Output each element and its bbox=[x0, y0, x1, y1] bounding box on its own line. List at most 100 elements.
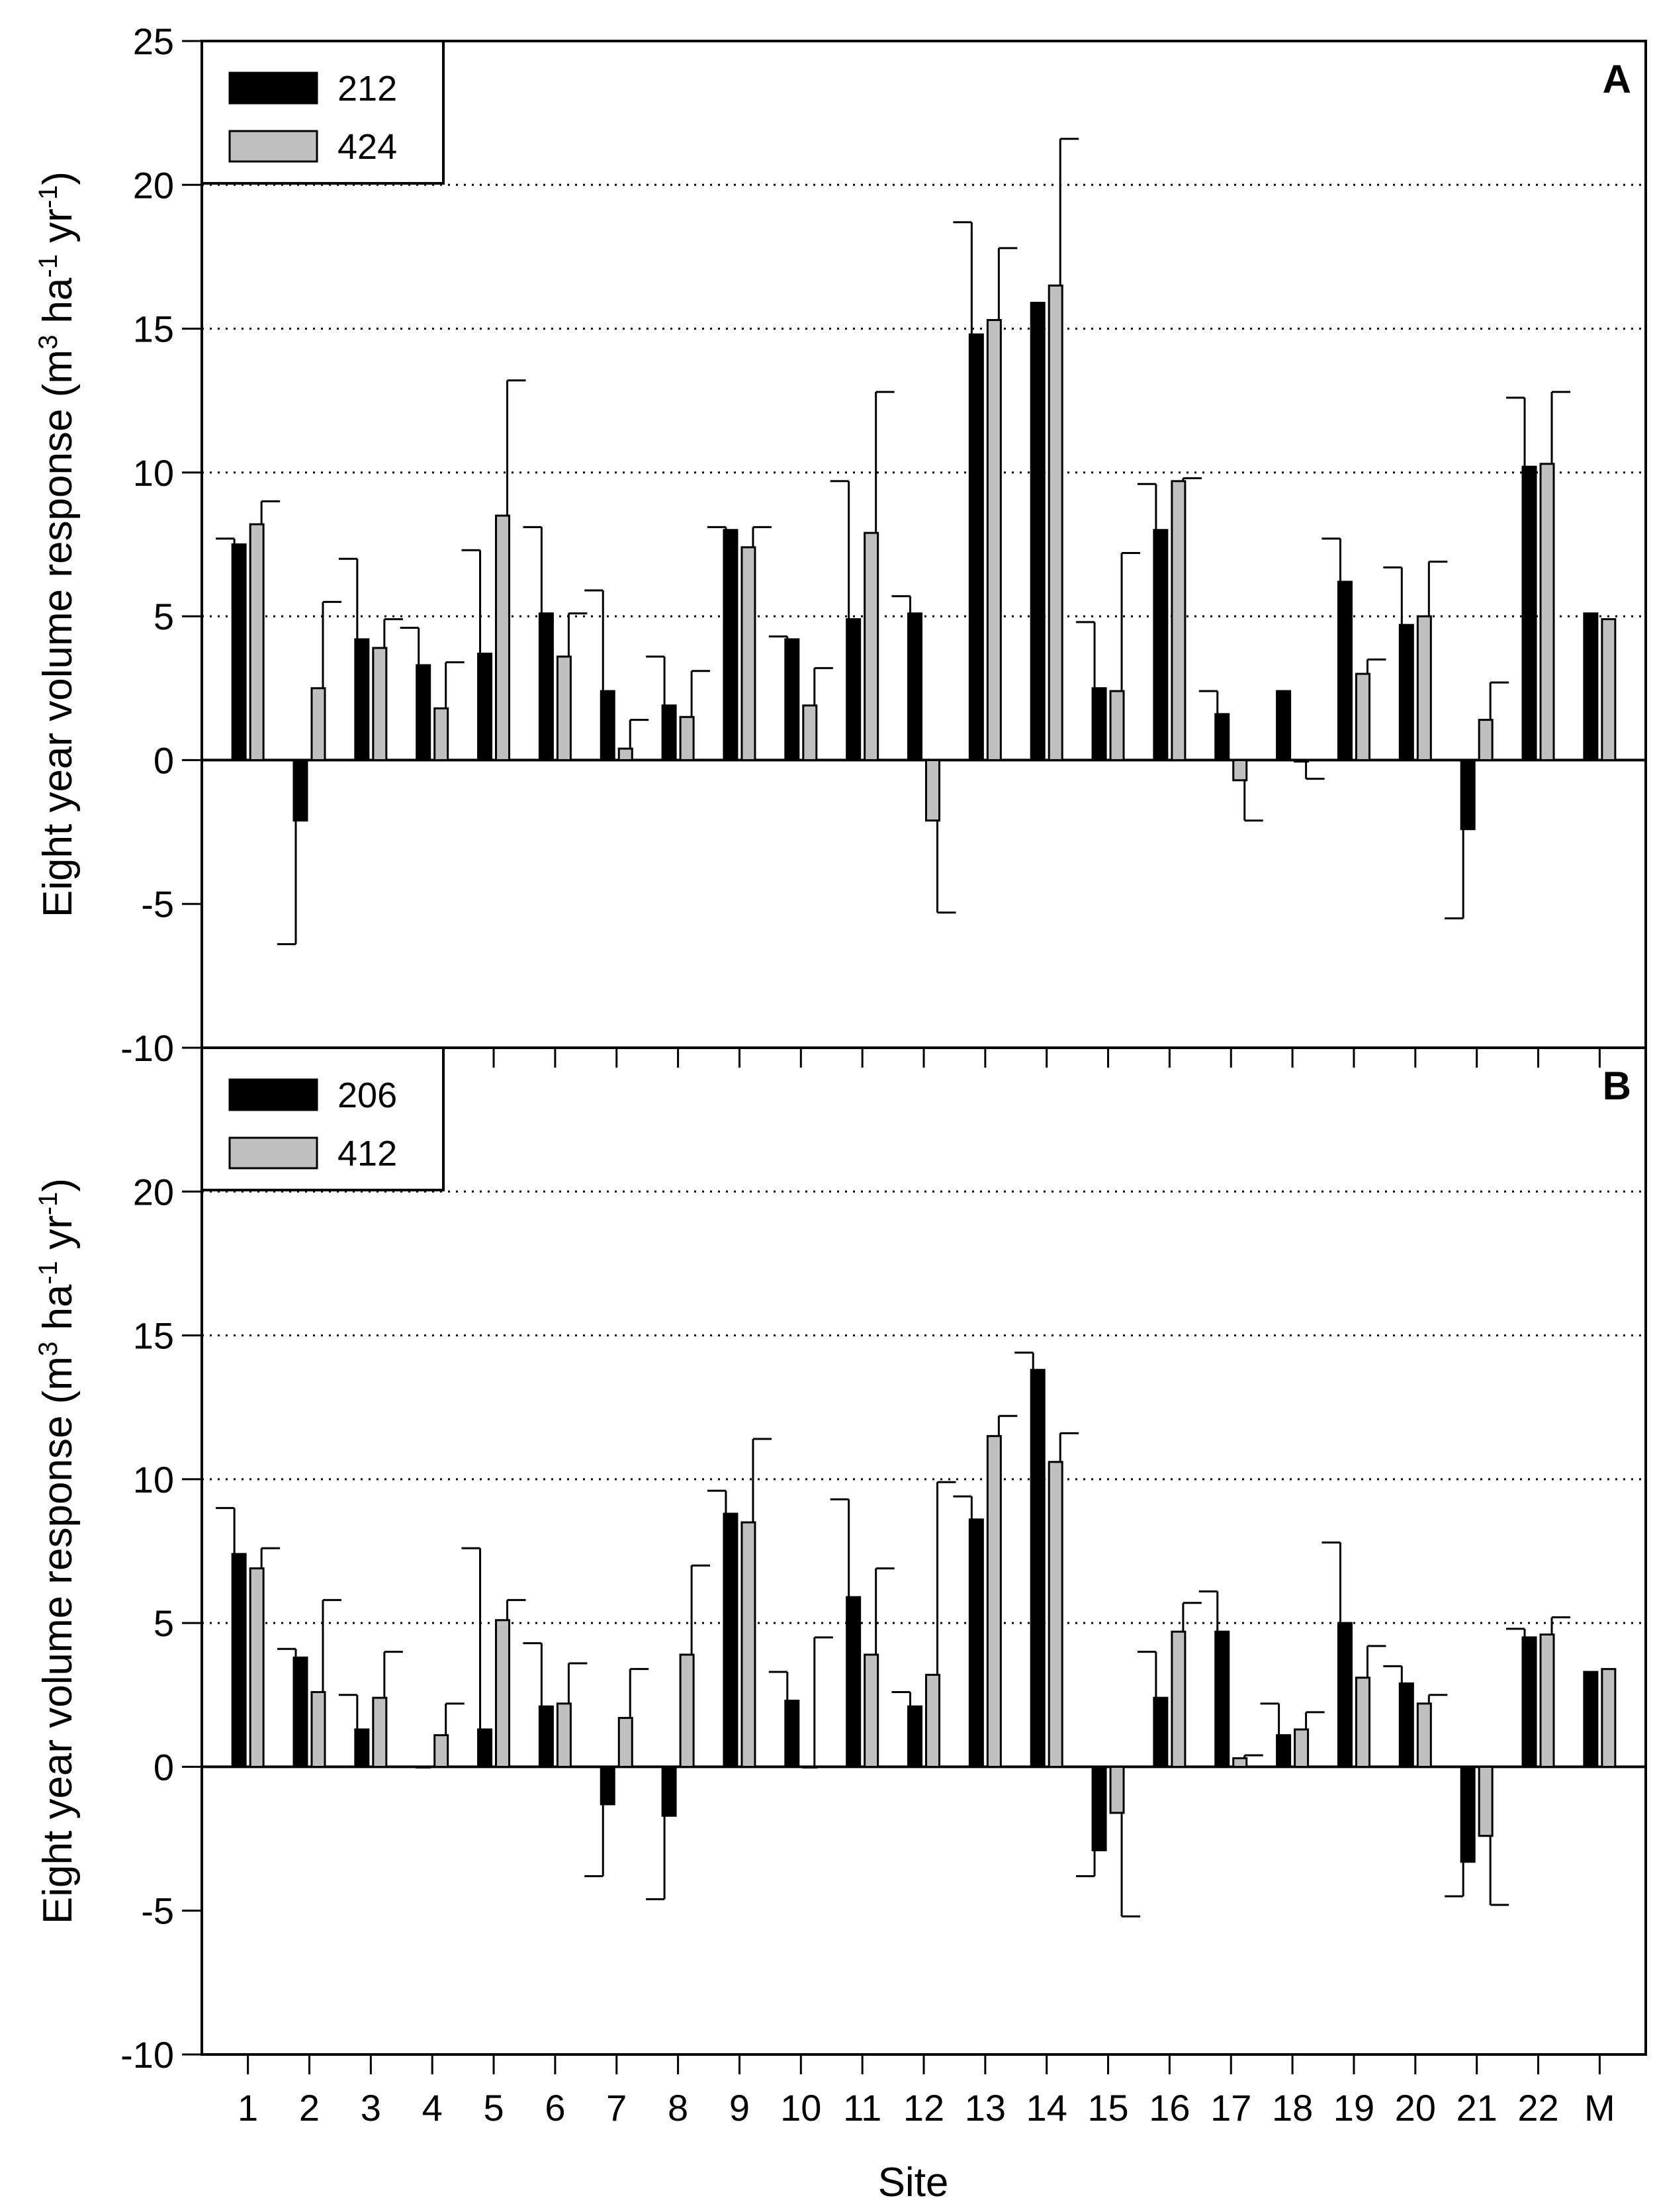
bar-412-site-2 bbox=[310, 1690, 326, 1768]
bar-212-site-8 bbox=[661, 704, 677, 761]
y-axis-title-part: yr bbox=[35, 1215, 81, 1261]
bar-424-site-16 bbox=[1171, 480, 1187, 761]
y-tick-label: 10 bbox=[133, 1459, 174, 1500]
x-tick-label: 13 bbox=[965, 2087, 1006, 2129]
bar-206-site-6 bbox=[538, 1705, 554, 1768]
y-axis-title-superscript: -1 bbox=[34, 1261, 63, 1285]
bar-212-site-18 bbox=[1276, 690, 1292, 761]
bar-206-site-8 bbox=[661, 1765, 677, 1817]
x-tick-label: 9 bbox=[729, 2087, 750, 2129]
bar-412-site-20 bbox=[1416, 1702, 1432, 1768]
bar-206-site-18 bbox=[1276, 1734, 1292, 1768]
y-tick-label: 25 bbox=[133, 21, 174, 62]
bar-424-site-M bbox=[1601, 618, 1617, 761]
y-tick-label: 15 bbox=[133, 1315, 174, 1357]
bar-412-site-5 bbox=[495, 1619, 511, 1768]
bar-212-site-10 bbox=[784, 638, 800, 761]
bar-212-site-16 bbox=[1153, 529, 1169, 761]
bar-212-site-19 bbox=[1337, 580, 1353, 761]
bar-206-site-13 bbox=[968, 1518, 984, 1768]
y-axis-title-part: yr bbox=[35, 208, 81, 254]
bar-206-site-3 bbox=[354, 1728, 370, 1768]
bar-424-site-1 bbox=[249, 523, 265, 761]
x-tick-label: 12 bbox=[903, 2087, 944, 2129]
x-tick-label: 22 bbox=[1517, 2087, 1558, 2129]
y-tick-label: -5 bbox=[141, 884, 174, 925]
bar-212-site-7 bbox=[600, 690, 615, 761]
bar-424-site-8 bbox=[679, 715, 695, 761]
panel-label: B bbox=[1603, 1064, 1631, 1108]
bar-212-site-15 bbox=[1091, 687, 1107, 761]
bar-424-site-17 bbox=[1232, 759, 1248, 782]
bar-412-site-12 bbox=[925, 1673, 940, 1768]
y-tick-label: 20 bbox=[133, 164, 174, 206]
bar-424-site-7 bbox=[617, 747, 633, 761]
y-tick-label: -10 bbox=[120, 1027, 174, 1069]
bar-412-site-18 bbox=[1294, 1728, 1310, 1768]
bar-206-site-11 bbox=[846, 1596, 862, 1768]
bar-412-site-1 bbox=[249, 1567, 265, 1768]
legend-swatch-206 bbox=[228, 1078, 318, 1111]
x-tick-label: 10 bbox=[780, 2087, 821, 2129]
y-axis-title-superscript: -1 bbox=[34, 185, 63, 209]
bar-412-site-8 bbox=[679, 1653, 695, 1768]
bar-206-site-19 bbox=[1337, 1622, 1353, 1768]
legend-swatch-412 bbox=[228, 1136, 318, 1170]
bar-206-site-14 bbox=[1030, 1369, 1046, 1768]
bar-212-site-11 bbox=[846, 618, 862, 761]
bar-206-site-16 bbox=[1153, 1696, 1169, 1768]
bar-424-site-2 bbox=[310, 687, 326, 761]
x-tick-label: 17 bbox=[1210, 2087, 1251, 2129]
y-tick-label: -10 bbox=[120, 2034, 174, 2076]
bar-424-site-9 bbox=[740, 546, 756, 761]
bar-212-site-2 bbox=[292, 759, 308, 822]
bar-412-site-17 bbox=[1232, 1757, 1248, 1768]
bar-206-site-1 bbox=[231, 1553, 247, 1768]
bar-212-site-1 bbox=[231, 543, 247, 761]
bar-206-site-9 bbox=[723, 1512, 739, 1768]
bar-212-site-22 bbox=[1521, 465, 1537, 761]
bar-412-site-13 bbox=[986, 1435, 1002, 1768]
legend-entry-424: 424 bbox=[337, 127, 397, 167]
bar-212-site-12 bbox=[907, 612, 922, 761]
y-tick-label: 5 bbox=[154, 1602, 174, 1644]
bar-206-site-10 bbox=[784, 1699, 800, 1768]
bar-206-site-M bbox=[1583, 1671, 1599, 1768]
legend-entry-212: 212 bbox=[337, 69, 397, 109]
bar-412-site-22 bbox=[1539, 1634, 1555, 1768]
bar-424-site-19 bbox=[1355, 672, 1370, 761]
y-tick-label: 0 bbox=[154, 739, 174, 781]
bar-412-site-4 bbox=[433, 1734, 449, 1768]
x-tick-label: 5 bbox=[483, 2087, 504, 2129]
bar-424-site-20 bbox=[1416, 615, 1432, 761]
y-axis-title-part: ) bbox=[35, 1178, 81, 1192]
bar-206-site-12 bbox=[907, 1705, 922, 1768]
x-tick-label: 16 bbox=[1149, 2087, 1190, 2129]
bar-412-site-19 bbox=[1355, 1677, 1370, 1768]
x-tick-label: 2 bbox=[299, 2087, 320, 2129]
bar-424-site-3 bbox=[372, 647, 388, 761]
y-axis-title-superscript: -1 bbox=[34, 254, 63, 278]
bar-212-site-13 bbox=[968, 333, 984, 761]
legend-entry-206: 206 bbox=[337, 1076, 397, 1115]
x-tick-label: 11 bbox=[843, 2087, 881, 2129]
bar-424-site-6 bbox=[556, 655, 572, 761]
bar-412-site-7 bbox=[617, 1717, 633, 1768]
bar-206-site-2 bbox=[292, 1656, 308, 1768]
x-tick-label: 14 bbox=[1026, 2087, 1067, 2129]
bar-212-site-M bbox=[1583, 612, 1599, 761]
plot-frame bbox=[201, 1046, 1647, 2056]
bar-424-site-18 bbox=[1294, 759, 1310, 763]
y-tick-label: -5 bbox=[141, 1890, 174, 1932]
bar-412-site-M bbox=[1601, 1668, 1617, 1768]
x-axis-title: Site bbox=[878, 2160, 949, 2205]
bar-412-site-11 bbox=[864, 1653, 879, 1768]
bar-212-site-6 bbox=[538, 612, 554, 761]
bar-212-site-21 bbox=[1460, 759, 1476, 831]
bar-206-site-15 bbox=[1091, 1765, 1107, 1851]
x-tick-label: 15 bbox=[1087, 2087, 1128, 2129]
y-tick-label: 0 bbox=[154, 1746, 174, 1788]
